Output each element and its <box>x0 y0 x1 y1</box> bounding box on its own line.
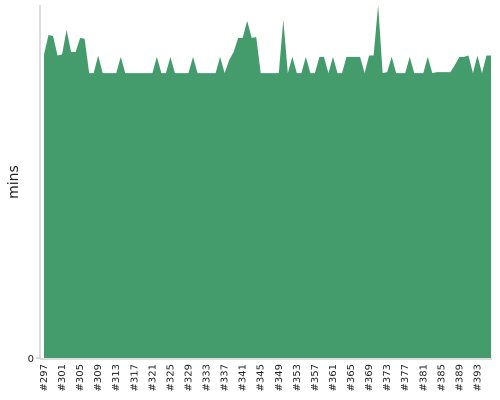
area <box>44 5 491 358</box>
x-tick-label: #329 <box>183 364 194 391</box>
x-tick-label: #357 <box>310 364 321 391</box>
x-tick-label: #369 <box>364 364 375 391</box>
x-tick-label: #349 <box>274 364 285 391</box>
x-tick-label: #377 <box>400 364 411 391</box>
x-tick-label: #345 <box>256 364 267 391</box>
x-tick-label: #297 <box>39 364 50 391</box>
x-tick-label: #393 <box>472 364 483 391</box>
x-tick-label: #301 <box>57 364 68 391</box>
x-tick-label: #309 <box>93 364 104 391</box>
y-tick-label: 0 <box>28 354 34 365</box>
x-tick-label: #365 <box>346 364 357 391</box>
x-tick-label: #353 <box>292 364 303 391</box>
y-axis-label: mins <box>6 165 22 199</box>
x-tick-label: #373 <box>382 364 393 391</box>
x-tick-label: #337 <box>220 364 231 391</box>
x-tick-label: #361 <box>328 364 339 391</box>
x-tick-label: #321 <box>147 364 158 391</box>
x-tick-label: #333 <box>202 364 213 391</box>
x-tick-label: #305 <box>75 364 86 391</box>
x-tick-label: #341 <box>238 364 249 391</box>
x-tick-label: #381 <box>418 364 429 391</box>
x-tick-label: #385 <box>436 364 447 391</box>
x-tick-label: #313 <box>111 364 122 391</box>
x-tick-label: #317 <box>129 364 140 391</box>
x-tick-label: #389 <box>454 364 465 391</box>
x-tick-label: #325 <box>165 364 176 391</box>
